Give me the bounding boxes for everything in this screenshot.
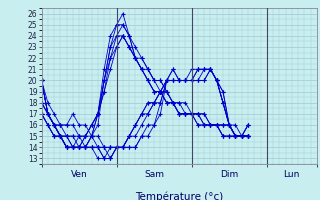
X-axis label: Température (°c): Température (°c) [135, 191, 223, 200]
Text: Dim: Dim [220, 170, 238, 179]
Text: Lun: Lun [284, 170, 300, 179]
Text: Ven: Ven [71, 170, 87, 179]
Text: Sam: Sam [144, 170, 164, 179]
